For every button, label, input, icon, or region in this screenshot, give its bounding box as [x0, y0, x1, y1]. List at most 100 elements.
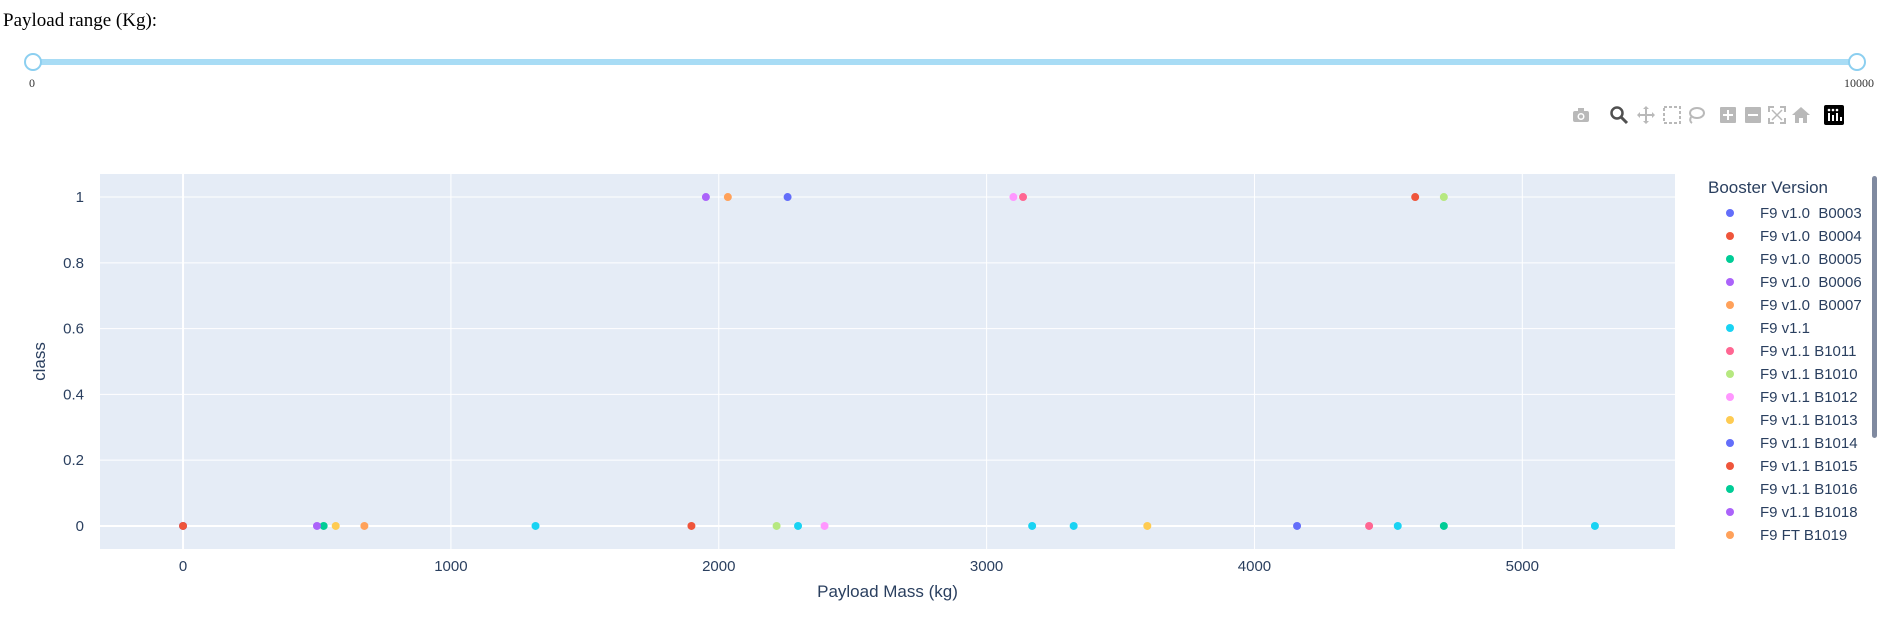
- legend-marker: [1726, 232, 1734, 240]
- legend-item[interactable]: F9 FT B1019: [1700, 524, 1870, 546]
- legend-item[interactable]: F9 v1.1 B1014: [1700, 432, 1870, 454]
- legend-marker: [1726, 462, 1734, 470]
- legend-item[interactable]: F9 v1.1 B1011: [1700, 340, 1870, 362]
- legend-item[interactable]: F9 v1.0 B0004: [1700, 225, 1870, 247]
- legend-marker: [1726, 485, 1734, 493]
- slider-min-handle[interactable]: [24, 53, 42, 71]
- legend-marker: [1726, 531, 1734, 539]
- data-point[interactable]: [1009, 193, 1018, 202]
- zoom-in-icon[interactable]: [1717, 104, 1739, 126]
- data-point[interactable]: [1293, 521, 1302, 530]
- legend-marker: [1726, 255, 1734, 263]
- data-point[interactable]: [319, 521, 328, 530]
- camera-icon[interactable]: [1570, 104, 1592, 126]
- legend-marker: [1726, 508, 1734, 516]
- x-tick-label: 2000: [702, 558, 735, 575]
- data-point[interactable]: [687, 521, 696, 530]
- y-tick-label: 0.4: [63, 386, 84, 403]
- legend-marker: [1726, 209, 1734, 217]
- legend-label: F9 v1.0 B0004: [1760, 227, 1862, 245]
- autoscale-icon[interactable]: [1766, 104, 1788, 126]
- slider-min-label: 0: [29, 76, 35, 90]
- data-point[interactable]: [1069, 521, 1078, 530]
- legend-item[interactable]: F9 v1.0 B0006: [1700, 271, 1870, 293]
- data-point[interactable]: [820, 521, 829, 530]
- legend-label: F9 v1.1 B1012: [1760, 388, 1858, 406]
- legend-marker: [1726, 370, 1734, 378]
- legend-item[interactable]: F9 v1.1 B1018: [1700, 501, 1870, 523]
- data-point[interactable]: [1143, 521, 1152, 530]
- data-point[interactable]: [331, 521, 340, 530]
- legend-item[interactable]: F9 v1.1 B1015: [1700, 455, 1870, 477]
- plotly-logo-icon[interactable]: [1823, 104, 1845, 126]
- data-point[interactable]: [783, 193, 792, 202]
- lasso-select-icon[interactable]: [1685, 104, 1707, 126]
- legend-marker: [1726, 393, 1734, 401]
- chart-legend: Booster Version F9 v1.0 B0003 F9 v1.0 B00…: [1700, 170, 1870, 555]
- legend-label: F9 v1.0 B0007: [1760, 296, 1862, 314]
- data-point[interactable]: [723, 193, 732, 202]
- legend-item[interactable]: F9 v1.1 B1013: [1700, 409, 1870, 431]
- y-tick-label: 0.8: [63, 255, 84, 272]
- x-tick-label: 0: [179, 558, 187, 575]
- legend-label: F9 v1.0 B0005: [1760, 250, 1862, 268]
- data-point[interactable]: [1019, 193, 1028, 202]
- data-point[interactable]: [1365, 521, 1374, 530]
- legend-label: F9 v1.1 B1016: [1760, 480, 1858, 498]
- data-point[interactable]: [1028, 521, 1037, 530]
- legend-item[interactable]: F9 v1.1 B1012: [1700, 386, 1870, 408]
- legend-marker: [1726, 301, 1734, 309]
- legend-item[interactable]: F9 v1.1 B1010: [1700, 363, 1870, 385]
- data-point[interactable]: [1590, 521, 1599, 530]
- x-axis-label: Payload Mass (kg): [817, 582, 958, 601]
- y-tick-label: 0.6: [63, 321, 84, 338]
- y-tick-label: 1: [76, 189, 84, 206]
- legend-label: F9 FT B1019: [1760, 526, 1848, 544]
- payload-range-slider[interactable]: [24, 53, 1866, 71]
- x-tick-labels: 0 1000 2000 3000 4000 5000: [179, 558, 1539, 575]
- legend-marker: [1726, 347, 1734, 355]
- data-points: [179, 193, 1599, 530]
- legend-item[interactable]: F9 v1.0 B0007: [1700, 294, 1870, 316]
- legend-title: Booster Version: [1708, 178, 1829, 197]
- data-point[interactable]: [1393, 521, 1402, 530]
- data-point[interactable]: [312, 521, 321, 530]
- plot-background: [100, 174, 1675, 549]
- legend-label: F9 v1.1 B1013: [1760, 411, 1858, 429]
- data-point[interactable]: [360, 521, 369, 530]
- data-point[interactable]: [701, 193, 710, 202]
- data-point[interactable]: [179, 521, 188, 530]
- data-point[interactable]: [1439, 521, 1448, 530]
- data-point[interactable]: [794, 521, 803, 530]
- legend-item[interactable]: F9 v1.1 B1016: [1700, 478, 1870, 500]
- reset-axes-icon[interactable]: [1790, 104, 1812, 126]
- zoom-out-icon[interactable]: [1742, 104, 1764, 126]
- x-tick-label: 1000: [434, 558, 467, 575]
- legend-scrollbar[interactable]: [1872, 176, 1877, 438]
- legend-label: F9 v1.1: [1760, 319, 1811, 337]
- legend-marker: [1726, 324, 1734, 332]
- y-tick-labels: 0 0.2 0.4 0.6 0.8 1: [63, 189, 84, 535]
- legend-item[interactable]: F9 v1.0 B0005: [1700, 248, 1870, 270]
- legend-label: F9 v1.0 B0003: [1760, 204, 1862, 222]
- data-point[interactable]: [1439, 193, 1448, 202]
- box-select-icon[interactable]: [1661, 104, 1683, 126]
- legend-label: F9 v1.1 B1018: [1760, 503, 1858, 521]
- legend-label: F9 v1.0 B0006: [1760, 273, 1862, 291]
- legend-label: F9 v1.1 B1010: [1760, 365, 1858, 383]
- data-point[interactable]: [1411, 193, 1420, 202]
- legend-item[interactable]: F9 v1.0 B0003: [1700, 202, 1870, 224]
- chart-modebar: [1570, 104, 1880, 128]
- slider-max-handle[interactable]: [1848, 53, 1866, 71]
- legend-marker: [1726, 278, 1734, 286]
- legend-label: F9 v1.1 B1011: [1760, 342, 1857, 360]
- pan-icon[interactable]: [1635, 104, 1657, 126]
- legend-label: F9 v1.1 B1015: [1760, 457, 1858, 475]
- zoom-icon[interactable]: [1608, 104, 1630, 126]
- slider-track[interactable]: [33, 59, 1857, 65]
- y-tick-label: 0: [76, 518, 84, 535]
- y-tick-label: 0.2: [63, 452, 84, 469]
- legend-item[interactable]: F9 v1.1: [1700, 317, 1870, 339]
- data-point[interactable]: [531, 521, 540, 530]
- data-point[interactable]: [772, 521, 781, 530]
